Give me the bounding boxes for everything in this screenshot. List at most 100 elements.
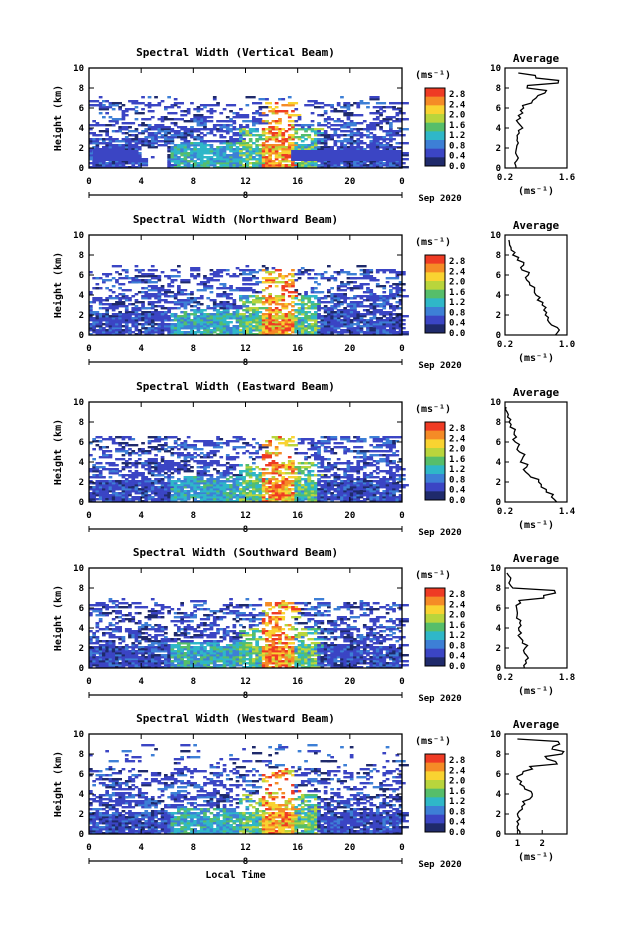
y-tick-label: 0 [79,331,84,341]
heatmap-cell [183,464,188,467]
heatmap-cell [261,482,266,485]
heatmap-cell [274,128,279,131]
heatmap-cell [248,466,253,469]
heatmap-cell [340,329,344,332]
heatmap-cell [225,269,230,272]
heatmap-cell [229,315,233,318]
heatmap-cell [366,496,370,499]
heatmap-cell [137,458,142,461]
heatmap-cell [356,476,361,479]
heatmap-cell [323,329,328,332]
heatmap-cell [310,482,315,485]
heatmap-cell [314,287,318,290]
heatmap-cell [333,331,344,334]
heatmap-cell [389,333,393,336]
heatmap-cell [362,500,367,503]
heatmap-cell [294,273,305,276]
heatmap-cell [147,442,152,445]
heatmap-cell [252,134,256,137]
heatmap-cell [398,162,403,165]
heatmap-cell [382,480,387,483]
heatmap-cell [248,444,253,447]
heatmap-cell [121,269,126,272]
heatmap-cell [92,317,96,320]
heatmap-cell [164,136,168,139]
heatmap-cell [199,486,204,489]
heatmap-cell [310,142,315,145]
heatmap-cell [170,130,181,133]
heatmap-cell [359,329,364,332]
heatmap-cell [89,124,100,127]
heatmap-cell [160,325,165,328]
heatmap-cell [199,500,204,503]
heatmap-cell [274,146,279,149]
heatmap-cell [167,462,178,465]
heatmap-cell [314,315,318,318]
heatmap-cell [268,311,279,314]
heatmap-cell [193,484,197,487]
heatmap-cell [209,273,220,276]
heatmap-cell [134,464,139,467]
heatmap-cell [323,271,328,274]
heatmap-cell [310,303,321,306]
heatmap-cell [372,494,377,497]
heatmap-cell [356,452,367,455]
heatmap-cell [343,148,347,151]
heatmap-cell [111,470,116,473]
heatmap-cell [206,317,211,320]
heatmap-cell [108,329,113,332]
heatmap-cell [330,488,341,491]
heatmap-cell [160,498,165,501]
heatmap-cell [144,492,149,495]
heatmap-cell [124,464,129,467]
heatmap-cell [134,118,139,121]
heatmap-cell [317,307,328,310]
heatmap-cell [180,142,184,145]
heatmap-cell [307,472,312,475]
heatmap-cell [333,498,338,501]
heatmap-cell [284,313,289,316]
heatmap-cell [369,297,374,300]
heatmap-cell [307,128,312,131]
heatmap-cell [164,494,175,497]
heatmap-cell [366,289,370,292]
heatmap-cell [164,291,175,294]
heatmap-cell [105,162,109,165]
heatmap-cell [281,329,286,332]
heatmap-cell [235,132,240,135]
heatmap-cell [111,327,122,330]
heatmap-cell [340,438,351,441]
heatmap-cell [392,305,396,308]
heatmap-cell [398,146,403,149]
heatmap-cell [180,331,184,334]
heatmap-cell [349,148,354,151]
heatmap-cell [395,164,400,167]
heatmap-cell [248,327,253,330]
heatmap-cell [242,498,246,501]
heatmap-cell [336,484,341,487]
heatmap-cell [216,303,227,306]
heatmap-cell [206,319,217,322]
heatmap-cell [131,464,136,467]
heatmap-cell [102,116,106,119]
heatmap-cell [327,325,331,328]
heatmap-cell [310,164,315,167]
heatmap-cell [203,486,207,489]
heatmap-cell [359,122,364,125]
heatmap-cell [281,319,286,322]
heatmap-cell [164,134,168,137]
heatmap-cell [141,108,145,111]
heatmap-cell [265,166,276,169]
heatmap-cell [115,480,119,483]
heatmap-cell [196,124,207,127]
heatmap-cell [294,484,299,487]
heatmap-cell [232,307,243,310]
heatmap-cell [327,164,331,167]
heatmap-cell [245,124,250,127]
heatmap-cell [239,329,243,332]
heatmap-cell [245,289,256,292]
heatmap-cell [180,315,184,318]
heatmap-cell [183,440,188,443]
heatmap-cell [346,126,351,129]
heatmap-cell [229,156,233,159]
